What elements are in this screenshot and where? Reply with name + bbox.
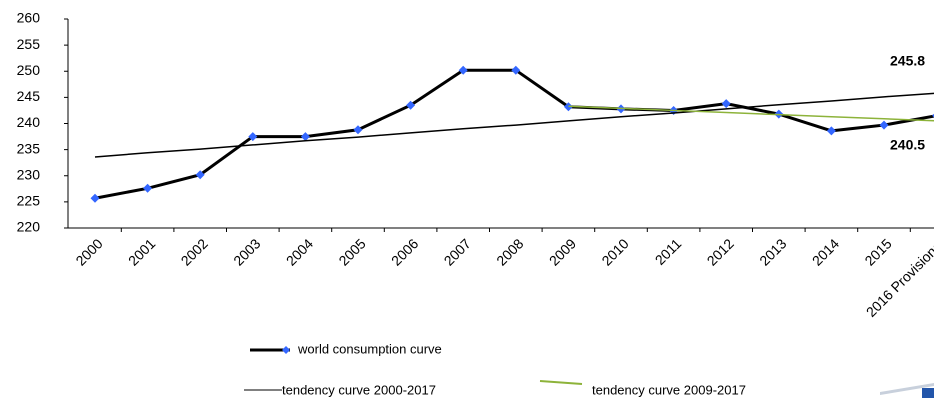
marker bbox=[406, 100, 416, 110]
legend-label: tendency curve 2009-2017 bbox=[592, 382, 746, 397]
marker bbox=[511, 65, 521, 75]
marker bbox=[721, 99, 731, 109]
x-tick-label: 2008 bbox=[493, 235, 526, 268]
marker bbox=[248, 132, 258, 142]
legend-label: world consumption curve bbox=[297, 341, 442, 356]
y-tick-label: 230 bbox=[17, 166, 41, 182]
legend-line bbox=[539, 380, 583, 385]
x-tick-label: 2000 bbox=[72, 235, 105, 268]
y-tick-label: 220 bbox=[17, 219, 41, 235]
marker bbox=[300, 132, 310, 142]
marker bbox=[143, 183, 153, 193]
y-tick-label: 255 bbox=[17, 36, 41, 52]
y-tick-label: 225 bbox=[17, 193, 41, 209]
annotation: 240.5 bbox=[890, 137, 925, 153]
x-tick-label: 2007 bbox=[441, 235, 474, 268]
y-tick-label: 250 bbox=[17, 62, 41, 78]
legend-marker bbox=[282, 346, 290, 354]
x-tick-label: 2015 bbox=[861, 235, 894, 268]
x-tick-label: 2004 bbox=[283, 235, 316, 268]
x-tick-label: 2009 bbox=[546, 235, 579, 268]
x-tick-label: 2001 bbox=[125, 235, 158, 268]
x-tick-label: 2005 bbox=[335, 235, 368, 268]
annotation: 245.8 bbox=[890, 53, 925, 69]
marker bbox=[826, 126, 836, 136]
x-tick-label: 2006 bbox=[388, 235, 421, 268]
series-line bbox=[568, 105, 934, 122]
x-tick-label: 2002 bbox=[178, 235, 211, 268]
x-tick-label: 2013 bbox=[756, 235, 789, 268]
marker bbox=[90, 193, 100, 203]
marker bbox=[353, 125, 363, 135]
y-tick-label: 240 bbox=[17, 114, 41, 130]
y-tick-label: 260 bbox=[17, 10, 41, 26]
decoration bbox=[880, 383, 934, 395]
x-tick-label: 2014 bbox=[809, 235, 842, 268]
x-tick-label: 2011 bbox=[652, 235, 685, 268]
y-tick-label: 235 bbox=[17, 140, 41, 156]
series-line bbox=[94, 68, 934, 200]
decoration bbox=[922, 388, 934, 398]
x-tick-label: 2012 bbox=[704, 235, 737, 268]
legend-label: tendency curve 2000-2017 bbox=[282, 382, 436, 397]
x-tick-label: 2003 bbox=[230, 235, 263, 268]
marker bbox=[458, 65, 468, 75]
series-line bbox=[94, 92, 934, 158]
x-tick-label: 2010 bbox=[598, 235, 631, 268]
y-tick-label: 245 bbox=[17, 88, 41, 104]
marker bbox=[195, 170, 205, 180]
marker bbox=[879, 120, 889, 130]
